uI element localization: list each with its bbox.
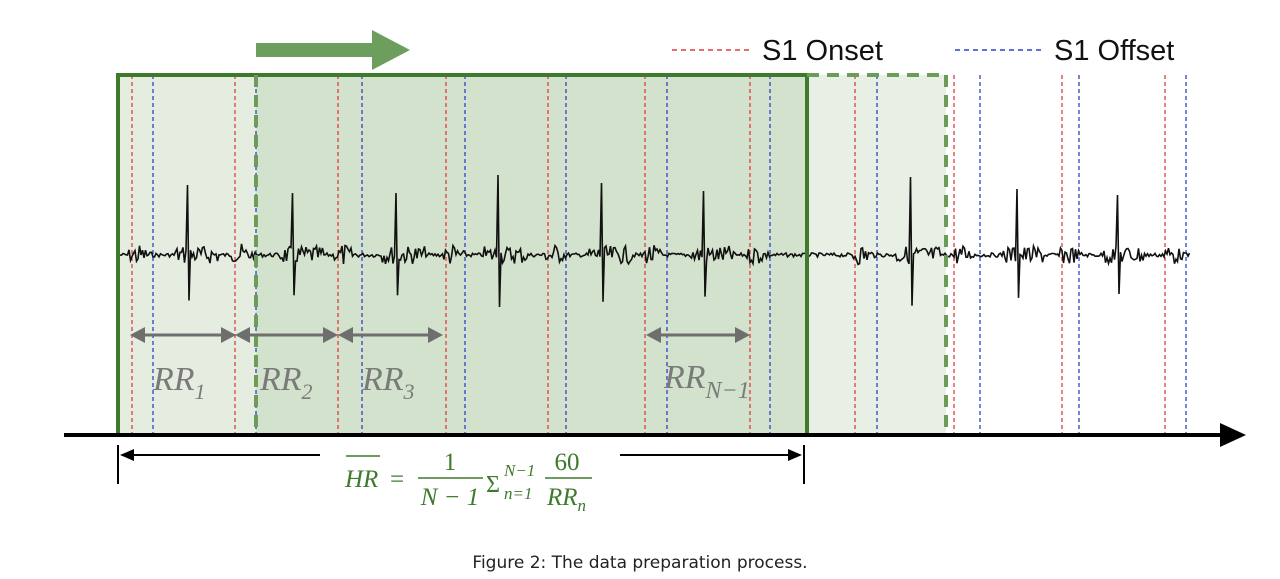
rr-interval-arrows [130,327,750,343]
rr-label-2: RR2 [259,361,313,404]
formula-sigma: Σ [486,472,500,498]
formula-lhs: HR [344,466,378,493]
rr-label-n-1: RRN−1 [663,359,750,404]
formula-frac-den: N − 1 [420,484,480,511]
average-heart-rate-formula: HR = 1 N − 1 Σ N−1 n=1 60 RRn [344,449,592,515]
window-span-indicator [117,445,805,484]
rr-arrow-n-1 [646,327,750,343]
time-axis [64,423,1246,447]
formula-sigma-sup: N−1 [503,461,535,480]
rr-label-1: RR1 [152,361,206,404]
figure-caption: Figure 2: The data preparation process. [472,553,808,573]
formula-sigma-sub: n=1 [504,484,532,503]
formula-frac2-den: RRn [546,484,586,515]
onset-legend-label: S1 Onset [762,35,883,67]
formula-frac2-num: 60 [555,449,580,476]
rr-label-3: RR3 [361,361,415,404]
slide-direction-arrow [256,30,410,70]
s1-onset-lines [131,75,1166,435]
offset-legend-label: S1 Offset [1054,35,1174,67]
rr-arrow-2 [235,327,338,343]
heart-sound-waveform [119,174,1191,308]
formula-frac-num: 1 [444,449,457,476]
formula-equals: = [390,466,404,493]
rr-arrow-1 [130,327,236,343]
legend: S1 Onset S1 Offset [672,35,1174,67]
rr-arrow-3 [338,327,443,343]
